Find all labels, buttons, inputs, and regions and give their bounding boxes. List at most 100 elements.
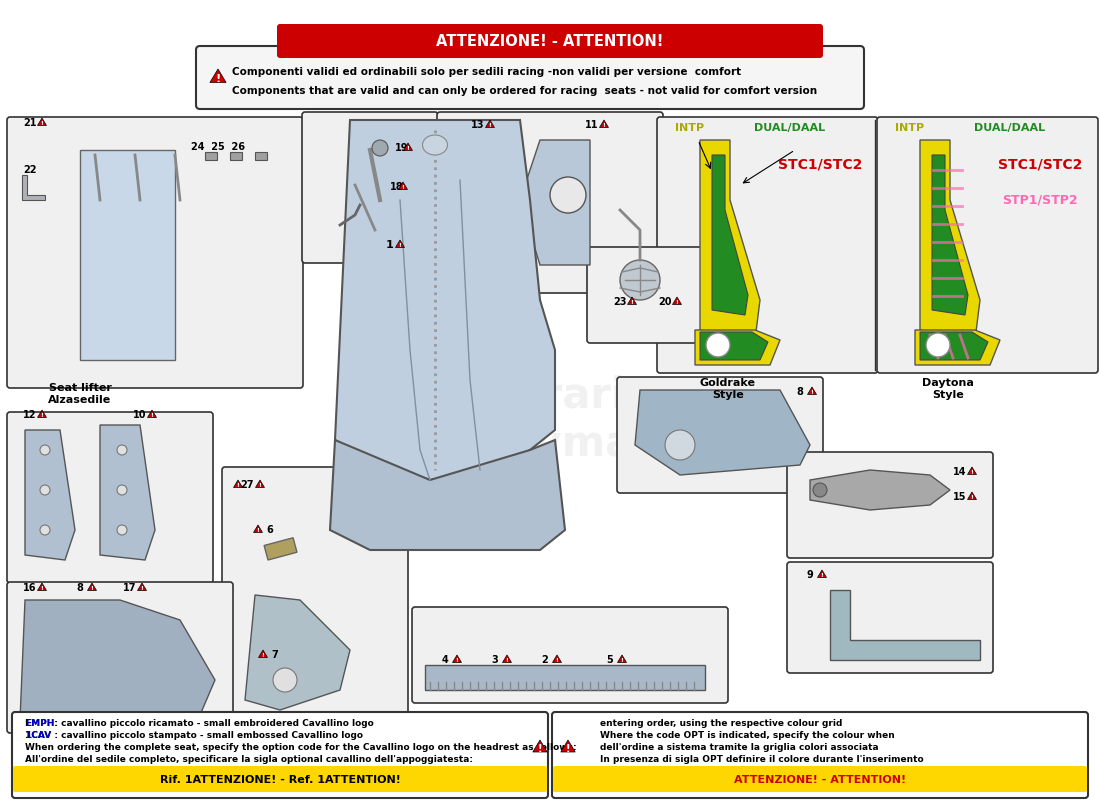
- Text: !: !: [630, 300, 634, 305]
- Polygon shape: [20, 600, 214, 725]
- Circle shape: [550, 177, 586, 213]
- Text: !: !: [538, 744, 542, 754]
- FancyBboxPatch shape: [587, 247, 703, 343]
- Polygon shape: [396, 240, 405, 247]
- Polygon shape: [700, 332, 768, 360]
- Text: !: !: [506, 658, 508, 663]
- Text: 7: 7: [272, 650, 278, 660]
- Text: 2: 2: [541, 655, 549, 665]
- Text: EMPH: cavallino piccolo ricamato - small embroidered Cavallino logo: EMPH: cavallino piccolo ricamato - small…: [25, 719, 374, 729]
- Circle shape: [117, 445, 126, 455]
- Text: STC1/STC2: STC1/STC2: [998, 158, 1082, 172]
- Polygon shape: [100, 425, 155, 560]
- Text: !: !: [141, 586, 143, 591]
- Polygon shape: [807, 387, 816, 394]
- Text: 5: 5: [606, 655, 614, 665]
- Polygon shape: [700, 140, 760, 340]
- Text: 1CAV: 1CAV: [25, 731, 52, 741]
- Polygon shape: [920, 332, 988, 360]
- Text: !: !: [41, 586, 43, 591]
- Circle shape: [117, 485, 126, 495]
- FancyBboxPatch shape: [196, 46, 863, 109]
- Text: 15: 15: [954, 492, 967, 502]
- Polygon shape: [520, 140, 590, 265]
- Polygon shape: [37, 410, 46, 418]
- Polygon shape: [138, 583, 146, 590]
- Text: 20: 20: [658, 297, 672, 307]
- Polygon shape: [932, 155, 968, 315]
- Polygon shape: [600, 120, 608, 127]
- Text: dell'ordine a sistema tramite la griglia colori associata: dell'ordine a sistema tramite la griglia…: [600, 743, 879, 753]
- Text: !: !: [398, 243, 402, 248]
- FancyBboxPatch shape: [277, 24, 823, 58]
- Polygon shape: [330, 440, 565, 550]
- Polygon shape: [460, 140, 530, 265]
- Text: !: !: [811, 390, 813, 395]
- Text: Componenti validi ed ordinabili solo per sedili racing -non validi per versione : Componenti validi ed ordinabili solo per…: [232, 67, 741, 77]
- Text: DUAL/DAAL: DUAL/DAAL: [755, 123, 826, 133]
- Text: !: !: [565, 744, 570, 754]
- FancyBboxPatch shape: [877, 117, 1098, 373]
- Text: 22: 22: [23, 165, 36, 175]
- FancyBboxPatch shape: [412, 607, 728, 703]
- Polygon shape: [672, 297, 682, 305]
- Text: EMPH:: EMPH:: [25, 719, 58, 729]
- Text: !: !: [151, 413, 153, 418]
- Circle shape: [666, 430, 695, 460]
- Polygon shape: [712, 155, 748, 315]
- Text: STC1/STC2: STC1/STC2: [778, 158, 862, 172]
- Polygon shape: [695, 330, 780, 365]
- Text: When ordering the complete seat, specify the option code for the Cavallino logo : When ordering the complete seat, specify…: [25, 743, 576, 753]
- Bar: [230, 152, 242, 160]
- FancyBboxPatch shape: [222, 467, 408, 723]
- Polygon shape: [88, 583, 97, 590]
- Text: entering order, using the respective colour grid: entering order, using the respective col…: [600, 719, 843, 729]
- Polygon shape: [37, 118, 46, 126]
- FancyBboxPatch shape: [12, 712, 548, 798]
- Text: 4: 4: [441, 655, 449, 665]
- Text: In presenza di sigla OPT definire il colore durante l'inserimento: In presenza di sigla OPT definire il col…: [600, 755, 924, 765]
- Polygon shape: [25, 430, 75, 560]
- Ellipse shape: [422, 135, 448, 155]
- Polygon shape: [258, 650, 267, 658]
- Text: 1CAV : cavallino piccolo stampato - small embossed Cavallino logo: 1CAV : cavallino piccolo stampato - smal…: [25, 731, 363, 741]
- Text: 24  25  26: 24 25 26: [191, 142, 245, 152]
- Polygon shape: [817, 570, 826, 578]
- FancyBboxPatch shape: [13, 766, 547, 792]
- Polygon shape: [233, 480, 242, 487]
- Text: !: !: [256, 528, 260, 533]
- Text: 23: 23: [614, 297, 627, 307]
- FancyBboxPatch shape: [7, 412, 213, 583]
- Polygon shape: [37, 583, 46, 590]
- Bar: [205, 152, 217, 160]
- Polygon shape: [452, 655, 462, 662]
- Text: 12: 12: [23, 410, 36, 420]
- Text: 13: 13: [471, 120, 485, 130]
- Text: 14: 14: [954, 467, 967, 477]
- Polygon shape: [830, 590, 980, 660]
- Circle shape: [620, 260, 660, 300]
- Text: INTP: INTP: [675, 123, 705, 133]
- Text: Alzasedile: Alzasedile: [48, 395, 111, 405]
- Text: !: !: [90, 586, 94, 591]
- Bar: [255, 152, 267, 160]
- Text: All'ordine del sedile completo, specificare la sigla optional cavallino dell'app: All'ordine del sedile completo, specific…: [25, 755, 473, 765]
- Polygon shape: [485, 120, 495, 127]
- Polygon shape: [915, 330, 1000, 365]
- Circle shape: [40, 485, 49, 495]
- Text: Daytona
Style: Daytona Style: [922, 378, 974, 400]
- Text: !: !: [970, 470, 974, 475]
- Polygon shape: [253, 525, 263, 533]
- Text: INTP: INTP: [895, 123, 925, 133]
- Polygon shape: [398, 182, 407, 190]
- Text: DUAL/DAAL: DUAL/DAAL: [975, 123, 1046, 133]
- Circle shape: [372, 140, 388, 156]
- Text: 8: 8: [77, 583, 84, 593]
- Text: 19: 19: [395, 143, 408, 153]
- FancyBboxPatch shape: [617, 377, 823, 493]
- Circle shape: [40, 525, 49, 535]
- Polygon shape: [635, 390, 810, 475]
- Text: 6: 6: [266, 525, 274, 535]
- Text: !: !: [258, 483, 262, 488]
- Text: 9: 9: [806, 570, 813, 580]
